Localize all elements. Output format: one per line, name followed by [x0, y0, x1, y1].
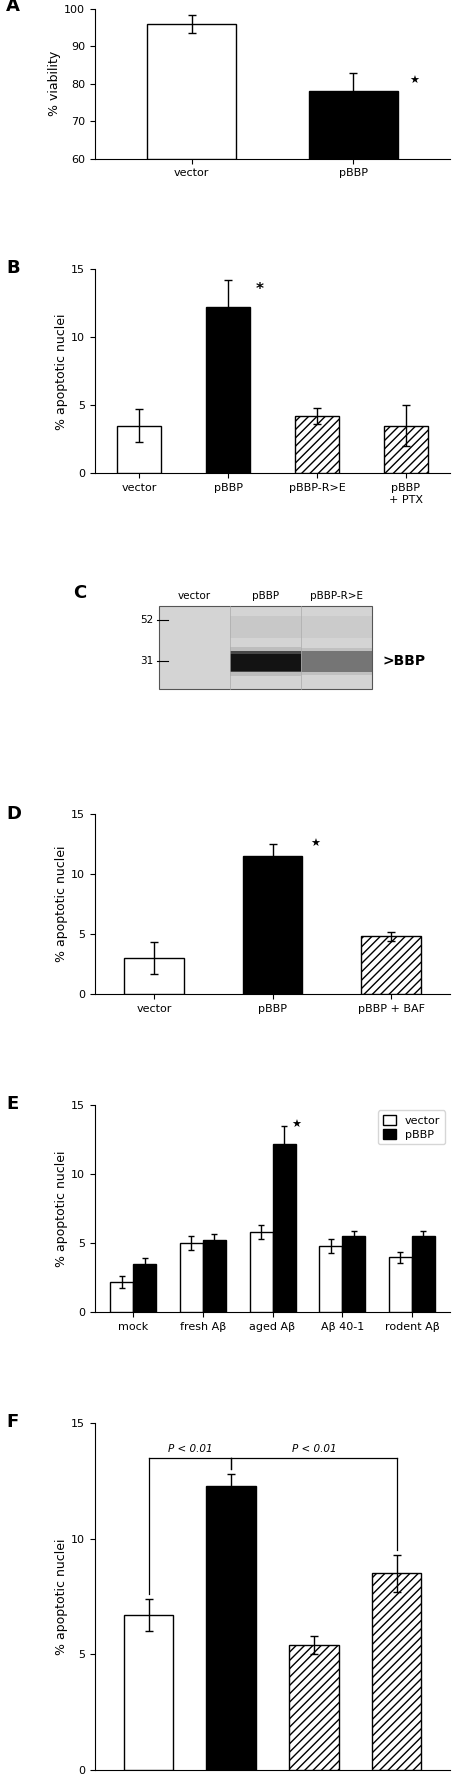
Y-axis label: % apoptotic nuclei: % apoptotic nuclei: [55, 1151, 68, 1267]
Bar: [159, 605, 372, 688]
Text: 52: 52: [140, 616, 154, 624]
Text: pBBP-R>E: pBBP-R>E: [310, 591, 363, 601]
Bar: [147, 23, 236, 158]
Text: B: B: [6, 260, 19, 278]
Legend: vector, pBBP: vector, pBBP: [378, 1110, 445, 1144]
Text: D: D: [6, 804, 21, 824]
Bar: [372, 1573, 421, 1770]
Bar: [230, 616, 301, 637]
Bar: [319, 1245, 342, 1313]
Bar: [309, 91, 398, 158]
Bar: [342, 1236, 365, 1313]
Bar: [180, 1244, 203, 1313]
Text: vector: vector: [178, 591, 211, 601]
Bar: [295, 416, 339, 473]
Text: >BBP: >BBP: [383, 655, 426, 669]
Text: ★: ★: [310, 838, 320, 849]
Text: pBBP: pBBP: [252, 591, 279, 601]
Bar: [124, 959, 184, 994]
Bar: [289, 1646, 339, 1770]
Bar: [301, 648, 372, 674]
Text: C: C: [73, 584, 87, 601]
Text: P < 0.01: P < 0.01: [292, 1445, 336, 1455]
Y-axis label: % apoptotic nuclei: % apoptotic nuclei: [55, 845, 68, 962]
Bar: [301, 616, 372, 637]
Bar: [230, 655, 301, 671]
Bar: [230, 651, 301, 672]
Text: P < 0.01: P < 0.01: [168, 1445, 212, 1455]
Bar: [273, 1144, 296, 1313]
Text: *: *: [256, 281, 264, 297]
Bar: [117, 425, 162, 473]
Bar: [133, 1265, 156, 1313]
Bar: [361, 936, 420, 994]
Text: ★: ★: [292, 1119, 301, 1130]
Bar: [230, 648, 301, 676]
Bar: [243, 856, 302, 994]
Y-axis label: % apoptotic nuclei: % apoptotic nuclei: [55, 313, 68, 429]
Bar: [249, 1233, 273, 1313]
Bar: [206, 308, 250, 473]
Bar: [412, 1236, 435, 1313]
Bar: [110, 1283, 133, 1313]
Text: ★: ★: [410, 76, 420, 85]
Text: F: F: [6, 1413, 18, 1430]
Y-axis label: % apoptotic nuclei: % apoptotic nuclei: [55, 1539, 68, 1654]
Bar: [383, 425, 428, 473]
Bar: [389, 1258, 412, 1313]
Bar: [301, 651, 372, 672]
Text: E: E: [6, 1094, 18, 1112]
Y-axis label: % viability: % viability: [48, 52, 61, 116]
Text: 31: 31: [140, 656, 154, 667]
Bar: [203, 1240, 226, 1313]
Bar: [206, 1485, 256, 1770]
Text: A: A: [6, 0, 20, 14]
Bar: [124, 1615, 173, 1770]
